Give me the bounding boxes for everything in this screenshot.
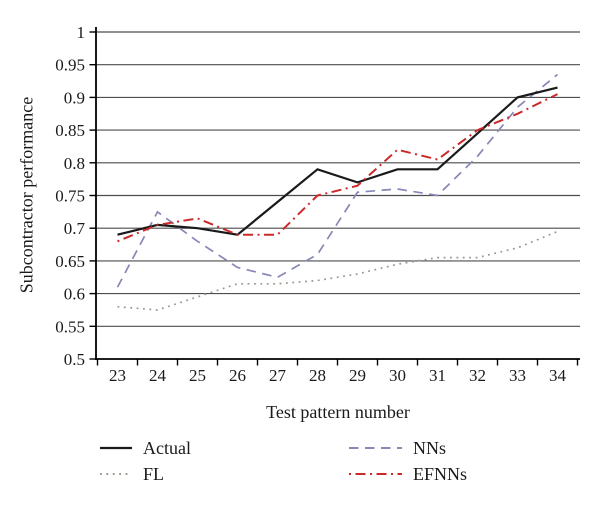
- legend-item-fl: FL: [99, 462, 164, 486]
- y-axis-title: Subcontractor performance: [16, 96, 37, 294]
- y-tick-label: 0.6: [64, 285, 85, 304]
- x-tick-label: 24: [149, 366, 167, 385]
- series-line-actual: [117, 86, 558, 236]
- legend-label-efnns: EFNNs: [413, 463, 468, 484]
- legend-swatch-dotted-line-icon: [100, 473, 130, 475]
- series-line-nns: [116, 73, 559, 288]
- legend-label-nns: NNs: [413, 437, 447, 458]
- x-tick-label: 32: [469, 366, 486, 385]
- y-tick-label: 0.85: [55, 121, 85, 140]
- axes: [95, 27, 580, 360]
- legend-swatch-dashdot-line-icon: [349, 473, 402, 475]
- x-tick-label: 27: [269, 366, 287, 385]
- legend-item-actual: Actual: [99, 436, 191, 460]
- y-tick-label: 1: [77, 23, 86, 42]
- y-tick-label: 0.55: [55, 317, 85, 336]
- legend-swatch-dashed-line-icon: [349, 447, 402, 449]
- legend-label-fl: FL: [143, 463, 165, 484]
- legend-item-nns: NNs: [348, 436, 446, 460]
- y-tick-label: 0.65: [55, 252, 85, 271]
- legend-swatch-solid-line-icon: [100, 446, 132, 450]
- y-tick-label: 0.9: [64, 88, 85, 107]
- legend-item-efnns: EFNNs: [348, 462, 467, 486]
- x-tick-label: 28: [309, 366, 326, 385]
- x-tick-label: 31: [429, 366, 446, 385]
- x-tick-label: 33: [509, 366, 526, 385]
- y-tick-label: 0.7: [64, 219, 86, 238]
- tick-labels: 0.5 0.55 0.6 0.65 0.7 0.75 0.8 0.85 0.9 0.95 1 23 24…: [55, 23, 566, 385]
- x-tick-label: 30: [389, 366, 406, 385]
- gridlines: [96, 31, 580, 327]
- x-tick-label: 25: [189, 366, 206, 385]
- x-tick-label: 29: [349, 366, 366, 385]
- y-tick-label: 0.75: [55, 187, 85, 206]
- y-tick-label: 0.95: [55, 56, 85, 75]
- x-tick-label: 34: [549, 366, 567, 385]
- y-tick-label: 0.8: [64, 154, 85, 173]
- series-line-fl: [117, 230, 558, 311]
- x-tick-label: 23: [109, 366, 126, 385]
- legend-label-actual: Actual: [143, 437, 191, 458]
- series-line-efnns: [117, 93, 558, 243]
- tick-marks: [89, 31, 579, 366]
- y-tick-label: 0.5: [64, 350, 85, 369]
- x-tick-label: 26: [229, 366, 246, 385]
- x-axis-title: Test pattern number: [266, 402, 410, 422]
